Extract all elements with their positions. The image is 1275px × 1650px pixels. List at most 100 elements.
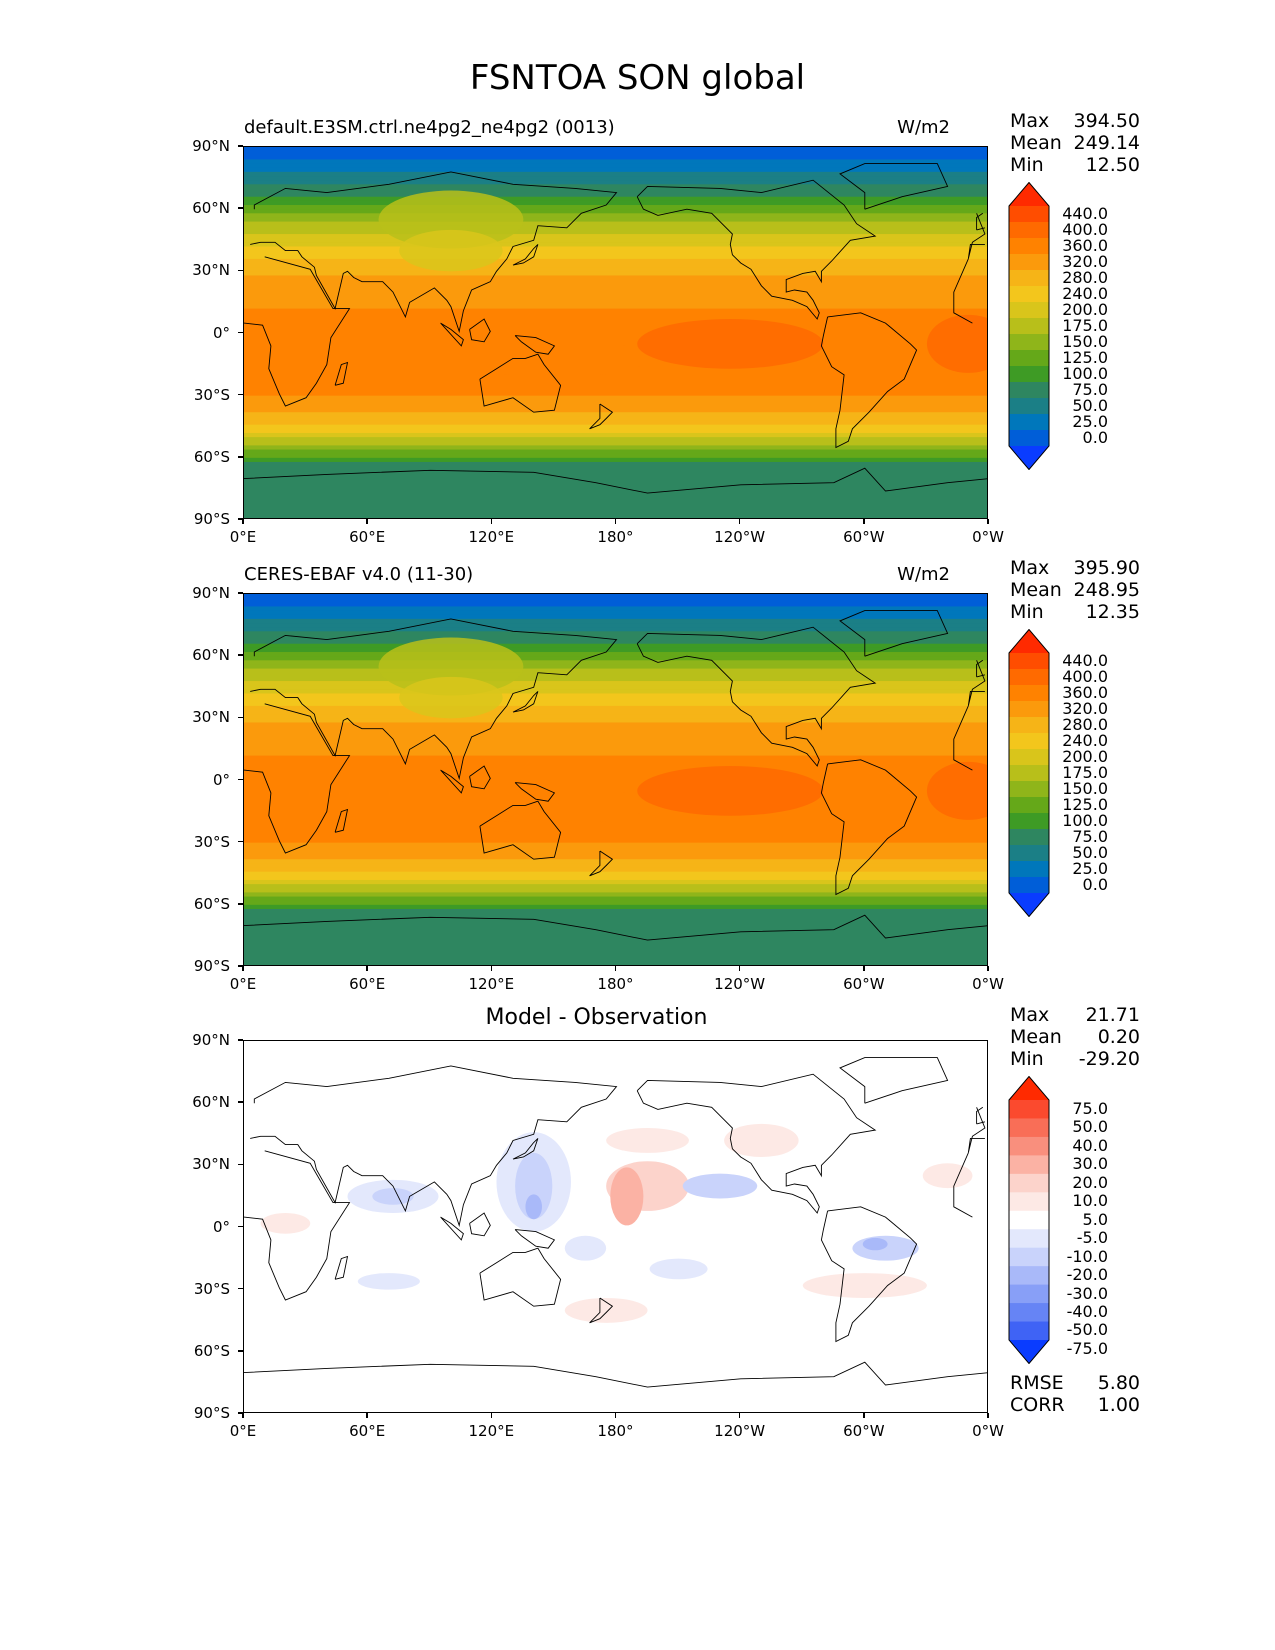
min-label: Min [1010, 601, 1044, 623]
max-value: 21.71 [1085, 1004, 1140, 1026]
lat-tick-mark [238, 145, 243, 147]
colorbar-extend-max [1009, 629, 1049, 653]
lon-tick-label: 0°E [229, 1422, 257, 1440]
colorbar-segment [1009, 765, 1049, 782]
colorbar-tick-label: 150.0 [1062, 332, 1108, 351]
difference-patch [564, 1297, 648, 1323]
coastline [250, 171, 986, 334]
lon-tick-mark [242, 1413, 244, 1418]
contour-band [244, 184, 987, 190]
contour-band [244, 913, 987, 918]
contour-band [244, 933, 987, 939]
panel2-stats: Max 395.90 Mean 248.95 Min 12.35 [1010, 557, 1140, 623]
contour-band [244, 917, 987, 923]
lon-tick-label: 0°W [972, 975, 1004, 993]
contour-band [244, 643, 987, 649]
lon-tick-mark [614, 519, 617, 524]
lat-tick-mark [238, 965, 243, 967]
contour-patch [399, 676, 503, 719]
contour-band [244, 606, 987, 612]
difference-patch [372, 1188, 414, 1205]
lon-tick-label: 60°E [349, 975, 386, 993]
colorbar-segment [1009, 1136, 1049, 1156]
coastline [514, 335, 556, 355]
colorbar-segment [1009, 1173, 1049, 1193]
lat-tick-label: 0° [212, 323, 230, 342]
colorbar-tick-label: -50.0 [1066, 1320, 1108, 1340]
colorbar-segment [1009, 877, 1049, 894]
colorbar-segment [1009, 1284, 1049, 1304]
contour-band [244, 159, 987, 165]
contour-band [244, 627, 987, 632]
difference-patch [862, 1237, 888, 1251]
contour-band [244, 192, 987, 198]
colorbar-segment [1009, 222, 1049, 239]
contour-patch [378, 190, 524, 249]
coastline [440, 769, 464, 794]
contour-band [244, 445, 987, 451]
contour-band [244, 647, 987, 653]
contour-band [244, 374, 987, 380]
contour-band [244, 676, 987, 682]
rmse-label: RMSE [1010, 1372, 1064, 1394]
lon-tick-label: 120°E [468, 528, 515, 546]
colorbar-tick-label: -30.0 [1066, 1283, 1108, 1303]
figure-title: FSNTOA SON global [469, 58, 806, 98]
contour-band [244, 888, 987, 893]
colorbar-segment [1009, 1155, 1049, 1175]
panel1-stats: Max 394.50 Mean 249.14 Min 12.50 [1010, 110, 1140, 176]
coastline [244, 914, 987, 941]
colorbar-tick-label: 280.0 [1062, 268, 1108, 287]
difference-patch [260, 1212, 311, 1234]
colorbar-tick-label: -75.0 [1066, 1338, 1108, 1358]
contour-band [244, 863, 987, 869]
contour-band [244, 697, 987, 703]
coastline [479, 353, 562, 413]
colorbar-tick-label: 75.0 [1072, 1099, 1108, 1118]
colorbar-tick-label: -40.0 [1066, 1301, 1108, 1321]
coastline [514, 782, 556, 802]
lat-tick-label: 90°N [192, 1031, 230, 1049]
colorbar-tick-label: 25.0 [1072, 412, 1108, 431]
lon-tick-mark [366, 966, 368, 971]
lat-tick-mark [238, 269, 243, 272]
contour-band [244, 283, 987, 289]
colorbar-tick-label: 320.0 [1062, 252, 1108, 271]
lat-tick-mark [238, 592, 243, 594]
contour-band [244, 904, 987, 910]
difference-patch [922, 1163, 973, 1189]
contour-band [244, 681, 987, 686]
contour-band [244, 275, 987, 281]
lat-tick-label: 60°S [193, 894, 230, 913]
coastline [839, 1057, 949, 1104]
colorbar-segment [1009, 813, 1049, 830]
contour-patch [637, 318, 824, 369]
lon-tick-mark [490, 1413, 493, 1418]
coastline [589, 850, 614, 877]
panel1-units: W/m2 [897, 117, 950, 138]
panel2-left-title: CERES-EBAF v4.0 (11-30) [244, 564, 474, 585]
difference-patch [649, 1258, 708, 1280]
lat-tick-label: 90°S [193, 1404, 230, 1422]
max-label: Max [1010, 1004, 1050, 1026]
lat-tick-label: 30°N [192, 708, 230, 727]
colorbar-tick-label: 100.0 [1062, 811, 1108, 830]
coastline [512, 691, 539, 713]
coastline [839, 610, 949, 657]
colorbar-tick-label: 0.0 [1082, 875, 1108, 894]
contour-band [244, 403, 987, 409]
contour-band [244, 602, 987, 608]
coastline [976, 1106, 986, 1125]
contour-band [244, 321, 987, 326]
colorbar-segment [1009, 861, 1049, 878]
lat-tick-mark [238, 1039, 243, 1041]
difference-patch [610, 1167, 644, 1226]
contour-band [244, 726, 987, 732]
colorbar-segment [1009, 1303, 1049, 1323]
colorbar-segment [1009, 781, 1049, 798]
colorbar-tick-label: 30.0 [1072, 1154, 1108, 1174]
contour-band [244, 432, 987, 438]
mean-value: 248.95 [1073, 579, 1140, 601]
contour-band [244, 200, 987, 206]
contour-band [244, 337, 987, 343]
